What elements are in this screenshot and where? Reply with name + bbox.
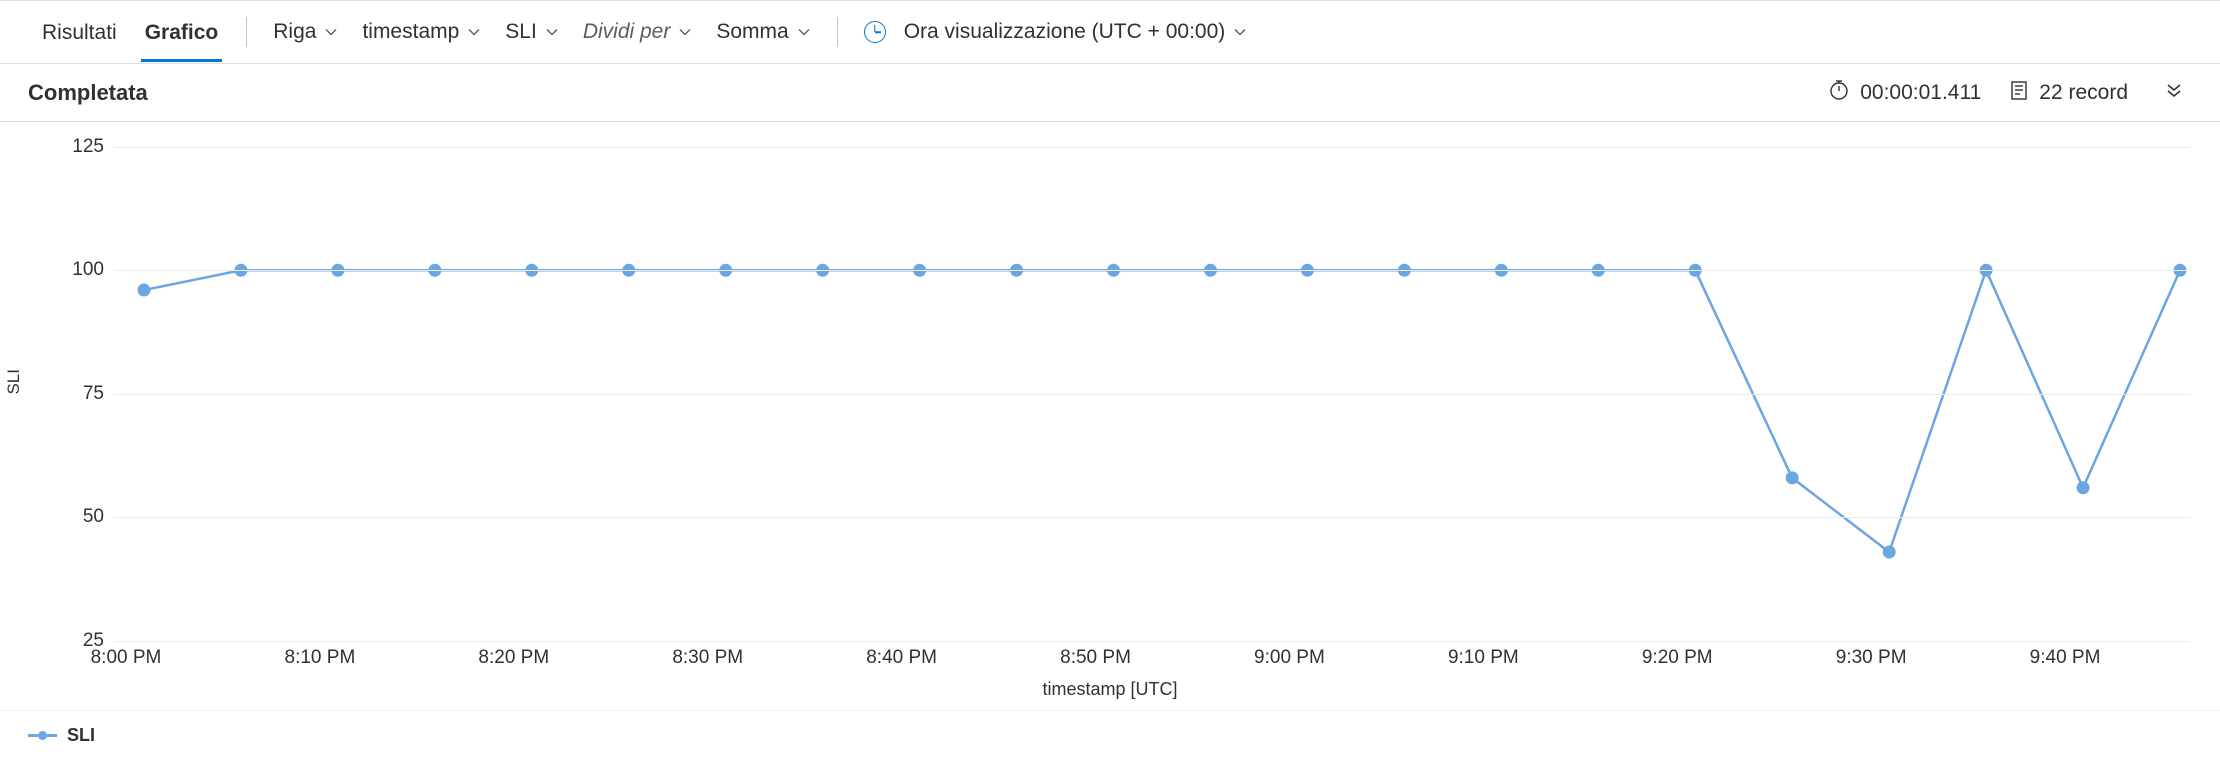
x-axis: 8:00 PM8:10 PM8:20 PM8:30 PM8:40 PM8:50 …: [96, 641, 2190, 675]
line-series: [114, 122, 2190, 641]
y-axis: 255075100125: [42, 122, 114, 641]
tab-chart[interactable]: Grafico: [131, 3, 233, 61]
x-tick-label: 8:00 PM: [91, 647, 162, 669]
duration-value: 00:00:01.411: [1860, 81, 1981, 105]
x-axis-title: timestamp [UTC]: [0, 675, 2220, 710]
x-tick-label: 9:10 PM: [1448, 647, 1519, 669]
y-tick-label: 125: [72, 136, 104, 158]
chart-type-label: Riga: [273, 20, 316, 44]
chevron-down-icon: [797, 25, 811, 39]
gridline: [114, 270, 2190, 271]
series-line: [144, 270, 2180, 552]
chevron-down-icon: [545, 25, 559, 39]
chevron-down-icon: [467, 25, 481, 39]
x-tick-label: 9:30 PM: [1836, 647, 1907, 669]
x-tick-label: 9:20 PM: [1642, 647, 1713, 669]
double-chevron-down-icon: [2164, 80, 2184, 100]
clock-icon: [864, 21, 886, 43]
y-tick-label: 50: [83, 506, 104, 528]
stopwatch-icon: [1828, 79, 1850, 107]
records-icon: [2009, 79, 2029, 107]
x-tick-label: 9:40 PM: [2030, 647, 2101, 669]
legend-label: SLI: [67, 725, 95, 746]
separator: [837, 17, 838, 47]
y-axis-dropdown[interactable]: SLI: [493, 14, 571, 50]
split-by-label: Dividi per: [583, 20, 671, 44]
status-title: Completata: [28, 80, 148, 106]
chevron-down-icon: [324, 25, 338, 39]
plot-area[interactable]: [114, 122, 2190, 641]
x-tick-label: 8:30 PM: [672, 647, 743, 669]
y-tick-label: 100: [72, 259, 104, 281]
aggregation-dropdown[interactable]: Somma: [704, 14, 822, 50]
time-display-dropdown[interactable]: Ora visualizzazione (UTC + 00:00): [852, 14, 1260, 50]
data-point[interactable]: [1883, 546, 1896, 559]
y-tick-label: 75: [83, 383, 104, 405]
status-bar: Completata 00:00:01.411: [0, 64, 2220, 122]
split-by-dropdown[interactable]: Dividi per: [571, 14, 705, 50]
legend-line-icon: [47, 734, 57, 737]
x-tick-label: 8:50 PM: [1060, 647, 1131, 669]
y-axis-label: SLI: [505, 20, 537, 44]
legend: SLI: [0, 710, 2220, 760]
legend-line-icon: [28, 734, 38, 737]
legend-swatch: [28, 731, 57, 740]
tab-results[interactable]: Risultati: [28, 3, 131, 61]
chevron-down-icon: [678, 25, 692, 39]
record-count-value: 22 record: [2039, 81, 2128, 105]
x-tick-label: 8:40 PM: [866, 647, 937, 669]
data-point[interactable]: [138, 284, 151, 297]
time-display-label: Ora visualizzazione (UTC + 00:00): [904, 20, 1226, 44]
gridline: [114, 394, 2190, 395]
gridline: [114, 147, 2190, 148]
data-point[interactable]: [1786, 471, 1799, 484]
chart-type-dropdown[interactable]: Riga: [261, 14, 350, 50]
chart-toolbar: Risultati Grafico Riga timestamp SLI Div…: [0, 0, 2220, 64]
x-axis-dropdown[interactable]: timestamp: [350, 14, 493, 50]
data-point[interactable]: [2077, 481, 2090, 494]
record-count: 22 record: [2009, 79, 2128, 107]
query-duration: 00:00:01.411: [1828, 79, 1981, 107]
gridline: [114, 517, 2190, 518]
x-tick-label: 9:00 PM: [1254, 647, 1325, 669]
x-axis-label: timestamp: [362, 20, 459, 44]
y-axis-title: SLI: [0, 369, 42, 395]
expand-toggle[interactable]: [2156, 76, 2192, 110]
aggregation-label: Somma: [716, 20, 788, 44]
chevron-down-icon: [1233, 25, 1247, 39]
chart-area: SLI 255075100125 8:00 PM8:10 PM8:20 PM8:…: [0, 122, 2220, 710]
x-tick-label: 8:10 PM: [285, 647, 356, 669]
x-tick-label: 8:20 PM: [478, 647, 549, 669]
legend-dot-icon: [38, 731, 47, 740]
separator: [246, 17, 247, 47]
